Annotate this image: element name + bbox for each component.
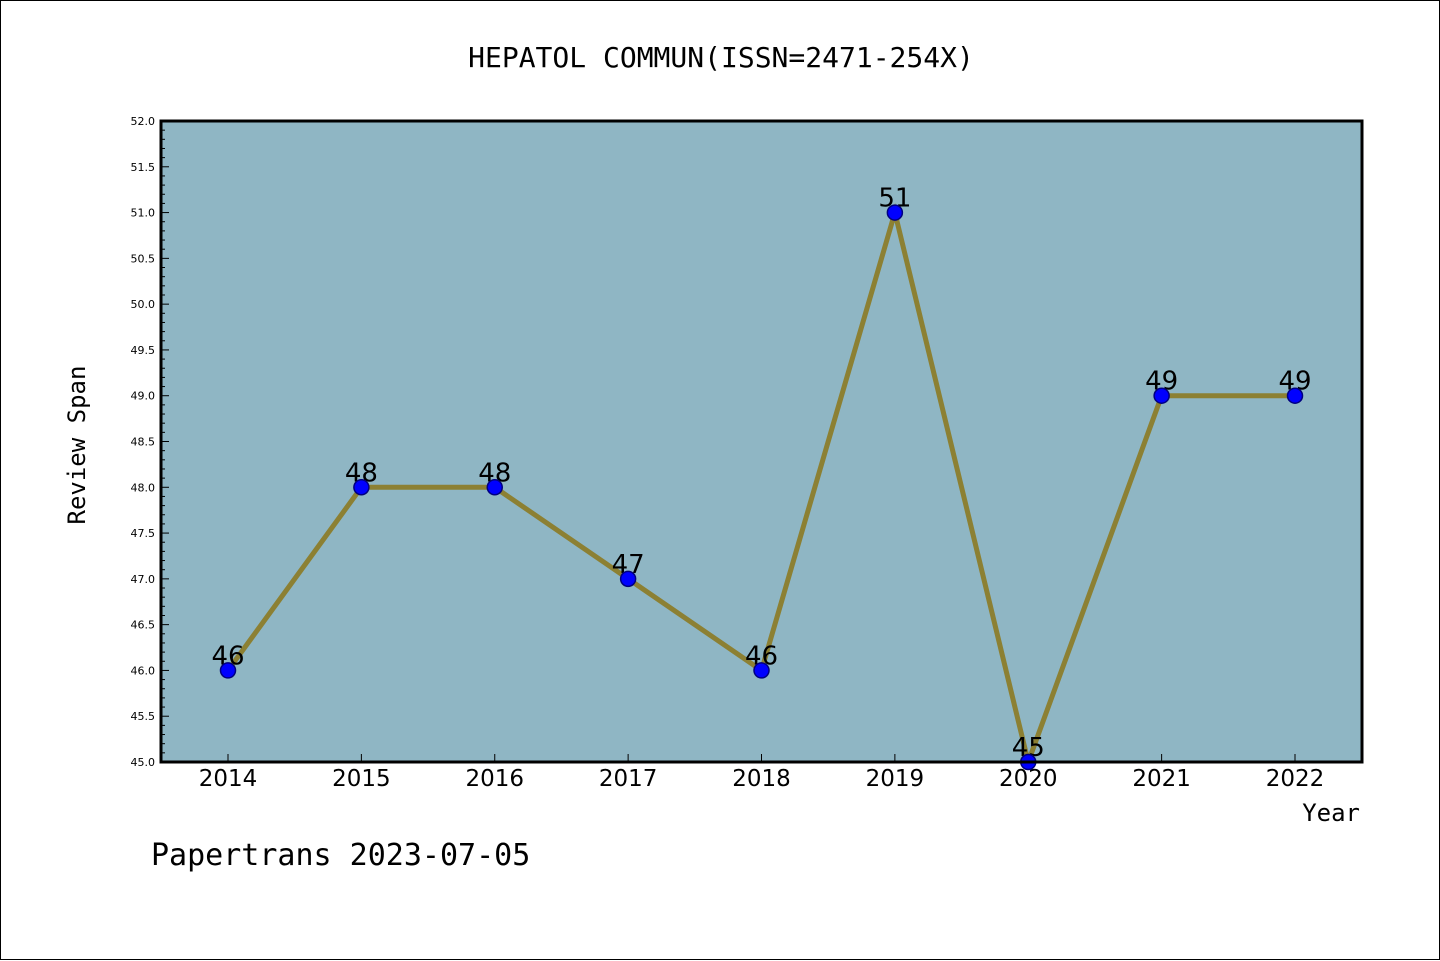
data-point [486,479,503,496]
y-tick-label: 48.5 [131,436,156,449]
y-tick-label: 49.5 [131,344,156,357]
x-tick-label: 2016 [465,766,524,792]
y-tick-label: 46.0 [131,664,156,677]
x-tick-label: 2017 [599,766,658,792]
x-tick-label: 2020 [999,766,1058,792]
y-tick-label: 48.0 [131,481,156,494]
y-axis-label: Review Span [63,366,91,525]
y-axis: 45.0 45.5 46.0 46.5 47.0 47.5 48.0 48.5 49.0 49.5… [131,115,169,769]
footer-credit: Papertrans 2023-07-05 [151,838,530,873]
x-axis-label: Year [1302,799,1360,827]
data-point [1286,387,1304,404]
y-tick-label: 47.5 [131,527,156,540]
data-point [886,204,904,221]
y-tick-label: 45.5 [131,710,156,723]
x-tick-label: 2021 [1132,766,1191,792]
x-tick-label: 2022 [1266,766,1325,792]
y-tick-label: 46.5 [131,619,156,632]
data-point [219,662,237,679]
y-tick-label: 50.5 [131,252,156,265]
y-tick-label: 45.0 [131,756,156,769]
data-point [1153,387,1170,404]
x-axis: 2014 2015 2016 2017 2018 2019 2020 2021 2022 [199,754,1325,792]
data-point [353,479,370,496]
x-tick-label: 2018 [732,766,791,792]
x-tick-label: 2019 [866,766,925,792]
y-tick-label: 47.0 [131,573,156,586]
chart-title: HEPATOL COMMUN(ISSN=2471-254X) [468,41,974,74]
y-tick-label: 52.0 [131,115,156,128]
data-point [753,662,770,679]
data-point [619,570,637,588]
plot-area [161,121,1362,762]
x-tick-label: 2015 [332,766,391,792]
y-tick-label: 50.0 [131,298,156,311]
y-tick-label: 51.0 [131,207,156,220]
plot-frame [159,119,1364,764]
y-tick-label: 51.5 [131,161,156,174]
x-tick-label: 2014 [199,766,258,792]
y-tick-label: 49.0 [131,390,156,403]
